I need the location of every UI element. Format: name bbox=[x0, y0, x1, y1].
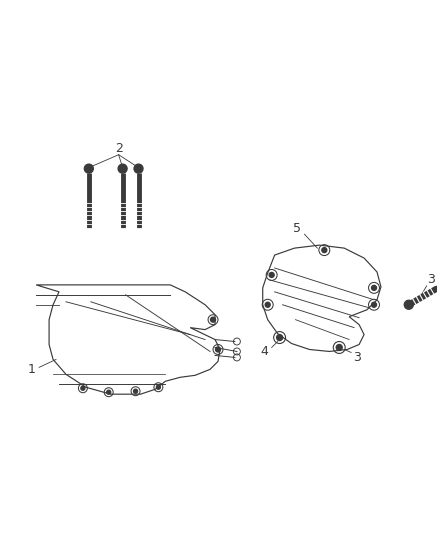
Text: 3: 3 bbox=[353, 351, 361, 364]
Text: 3: 3 bbox=[427, 273, 434, 286]
Circle shape bbox=[81, 386, 85, 390]
Circle shape bbox=[371, 302, 377, 307]
Circle shape bbox=[371, 285, 377, 290]
Circle shape bbox=[134, 164, 143, 173]
Text: 4: 4 bbox=[261, 345, 268, 358]
Circle shape bbox=[404, 300, 413, 309]
Circle shape bbox=[156, 385, 160, 389]
Text: 1: 1 bbox=[27, 363, 35, 376]
Circle shape bbox=[322, 248, 327, 253]
Circle shape bbox=[134, 389, 138, 393]
Text: 5: 5 bbox=[293, 222, 301, 235]
Circle shape bbox=[211, 317, 215, 322]
Circle shape bbox=[118, 164, 127, 173]
Circle shape bbox=[269, 272, 274, 278]
Circle shape bbox=[336, 344, 342, 351]
Circle shape bbox=[265, 302, 270, 307]
Circle shape bbox=[215, 347, 220, 352]
Text: 2: 2 bbox=[115, 142, 123, 155]
Circle shape bbox=[107, 390, 111, 394]
Circle shape bbox=[85, 164, 93, 173]
Circle shape bbox=[277, 335, 283, 341]
